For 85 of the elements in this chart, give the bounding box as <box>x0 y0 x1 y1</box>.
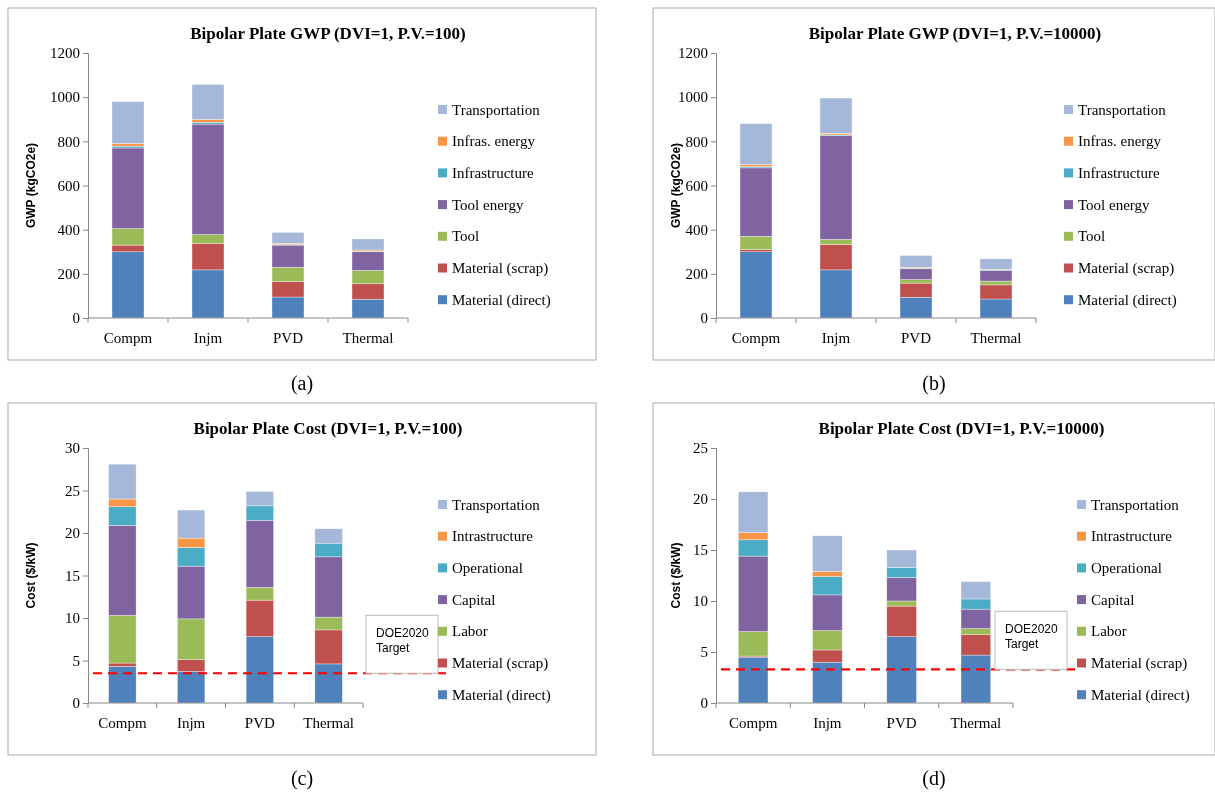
y-tick-label: 25 <box>65 482 80 499</box>
y-tick-label: 1200 <box>678 45 708 62</box>
x-tick-label: Compm <box>103 330 153 346</box>
chart-title: Bipolar Plate Cost (DVI=1, P.V.=100) <box>193 419 463 438</box>
legend-label: Material (scrap) <box>452 260 549 277</box>
legend-label: Transportation <box>452 101 541 118</box>
y-tick-label: 20 <box>693 491 708 508</box>
x-tick-label: Thermal <box>303 715 355 731</box>
chart-title: Bipolar Plate Cost (DVI=1, P.V.=10000) <box>818 419 1105 438</box>
legend-label: Transportation <box>452 496 541 513</box>
legend-label: Material (scrap) <box>1078 260 1175 277</box>
legend-label: Operational <box>1091 559 1162 576</box>
x-tick-label: Compm <box>731 330 781 346</box>
text: (c) <box>290 767 314 790</box>
y-axis-title: GWP (kgCO2e) <box>669 142 683 229</box>
legend-label: Tool energy <box>1078 196 1151 213</box>
chart-title: Bipolar Plate GWP (DVI=1, P.V.=10000) <box>808 24 1102 43</box>
legend-label: Material (direct) <box>1078 291 1177 309</box>
y-tick-label: 15 <box>65 567 80 584</box>
y-tick-label: 10 <box>65 610 80 627</box>
legend-label: Infrastructure <box>1078 164 1160 181</box>
y-tick-label: 0 <box>72 695 80 712</box>
legend-label: Labor <box>452 623 488 640</box>
legend-label: Labor <box>1091 623 1127 640</box>
y-tick-label: 0 <box>700 695 708 712</box>
legend-label: Transportation <box>1078 101 1167 118</box>
text: (d) <box>922 767 946 790</box>
legend-label: Operational <box>452 559 523 576</box>
legend-label: Transportation <box>1091 496 1180 513</box>
y-axis-title: GWP (kgCO2e) <box>24 142 38 229</box>
x-tick-label: PVD <box>272 330 304 346</box>
chart-title: Bipolar Plate GWP (DVI=1, P.V.=100) <box>190 24 466 43</box>
y-tick-label: 20 <box>65 525 80 542</box>
text: (a) <box>290 372 314 395</box>
x-tick-label: Compm <box>98 715 147 731</box>
y-tick-label: 400 <box>685 221 708 238</box>
x-tick-label: Thermal <box>970 330 1022 346</box>
legend-label: Intrastructure <box>1091 528 1173 545</box>
y-tick-label: 200 <box>685 266 708 283</box>
x-tick-label: Injm <box>176 715 206 731</box>
legend-label: Infrastructure <box>452 164 534 181</box>
x-tick-label: PVD <box>886 715 917 731</box>
y-tick-label: 1000 <box>678 89 708 106</box>
legend-label: Capital <box>1091 591 1135 608</box>
y-tick-label: 0 <box>700 310 708 327</box>
x-tick-label: PVD <box>244 715 276 731</box>
y-tick-label: 5 <box>72 652 80 669</box>
y-tick-label: 200 <box>57 266 80 283</box>
x-tick-label: Thermal <box>342 330 394 346</box>
legend-label: Tool energy <box>452 196 525 213</box>
y-tick-label: 10 <box>693 593 708 610</box>
x-tick-label: Compm <box>728 715 778 731</box>
x-tick-label: Injm <box>813 715 842 731</box>
y-tick-label: 1000 <box>50 89 80 106</box>
y-tick-label: 5 <box>700 644 708 661</box>
legend-label: Capital <box>452 591 496 608</box>
legend-label: Material (direct) <box>1091 686 1190 704</box>
y-tick-label: 600 <box>57 177 80 194</box>
y-tick-label: 800 <box>57 133 80 150</box>
legend-label: Material (direct) <box>452 291 551 309</box>
y-axis-title: Cost ($/kW) <box>24 542 38 609</box>
legend-label: Material (scrap) <box>1091 655 1188 672</box>
y-tick-label: 0 <box>72 310 80 327</box>
y-tick-label: 400 <box>57 221 80 238</box>
y-tick-label: 1200 <box>50 45 80 62</box>
legend-label: Tool <box>1078 228 1106 245</box>
y-tick-label: 25 <box>693 440 708 457</box>
x-tick-label: PVD <box>900 330 932 346</box>
ref-line-label: DOE2020 Target <box>376 626 430 656</box>
legend-label: Tool <box>452 228 480 245</box>
x-tick-label: Injm <box>821 330 851 346</box>
y-axis-title: Cost ($/kW) <box>669 542 683 609</box>
legend-label: Infras. energy <box>452 133 536 150</box>
x-tick-label: Thermal <box>950 715 1002 731</box>
x-tick-label: Injm <box>193 330 223 346</box>
legend-label: Intrastructure <box>452 528 534 545</box>
legend-label: Infras. energy <box>1078 133 1162 150</box>
ref-line-label: DOE2020 Target <box>1005 622 1059 652</box>
legend-label: Material (scrap) <box>452 655 549 672</box>
text: (b) <box>922 372 946 395</box>
legend-label: Material (direct) <box>452 686 551 704</box>
y-tick-label: 15 <box>693 542 708 559</box>
y-tick-label: 600 <box>685 177 708 194</box>
y-tick-label: 800 <box>685 133 708 150</box>
y-tick-label: 30 <box>65 440 80 457</box>
